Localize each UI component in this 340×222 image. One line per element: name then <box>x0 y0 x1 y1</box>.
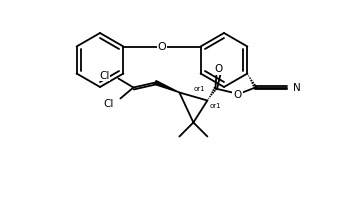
Polygon shape <box>155 81 180 93</box>
Text: N: N <box>293 83 301 93</box>
Text: Cl: Cl <box>99 71 109 81</box>
Text: O: O <box>158 42 166 52</box>
Text: or1: or1 <box>209 103 221 109</box>
Text: or1: or1 <box>193 85 205 91</box>
Text: O: O <box>214 63 222 73</box>
Text: O: O <box>233 89 241 99</box>
Text: Cl: Cl <box>103 99 113 109</box>
